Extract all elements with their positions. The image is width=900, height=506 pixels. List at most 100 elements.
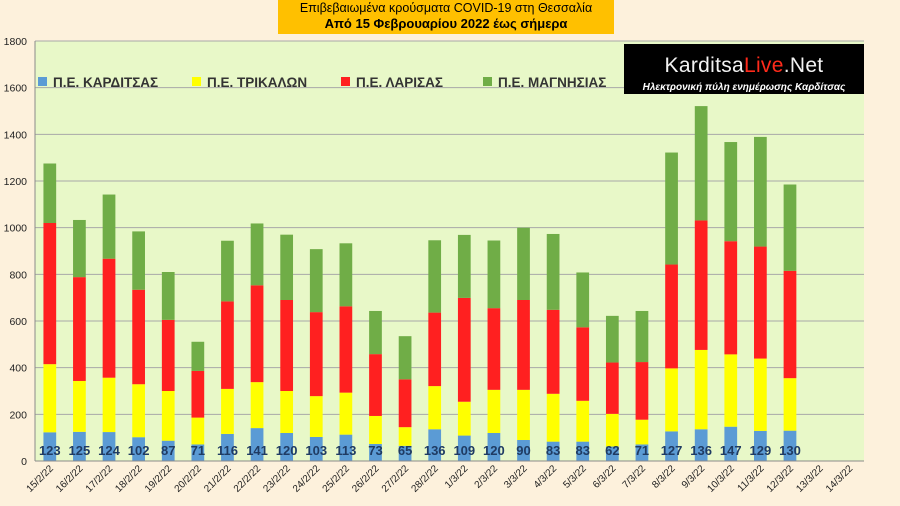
- y-tick-label: 1400: [4, 129, 28, 141]
- bar-segment: [635, 444, 649, 461]
- bar-segment: [428, 312, 442, 387]
- y-tick-label: 1800: [4, 36, 28, 48]
- data-label: 120: [483, 443, 505, 458]
- bar-segment: [546, 233, 560, 310]
- bar-segment: [73, 277, 86, 381]
- bar-segment: [576, 441, 590, 461]
- bar-segment: [665, 368, 678, 432]
- logo-brand: KarditsaLive.Net: [664, 54, 824, 77]
- x-tick-label: 3/3/22: [502, 463, 530, 491]
- bar-segment: [339, 434, 353, 461]
- data-label: 120: [276, 443, 298, 458]
- bar-segment: [309, 436, 323, 461]
- data-label: 83: [575, 443, 589, 458]
- bar-segment: [487, 389, 501, 433]
- x-tick-label: 5/3/22: [561, 463, 589, 491]
- legend-label: Π.Ε. ΤΡΙΚΑΛΩΝ: [207, 75, 307, 90]
- data-label: 83: [546, 443, 560, 458]
- x-tick-label: 20/2/22: [173, 463, 205, 495]
- bar-segment: [132, 231, 145, 290]
- karditsalive-logo: KarditsaLive.Net Ηλεκτρονική πύλη ενημέρ…: [624, 44, 864, 94]
- x-tick-label: 18/2/22: [113, 463, 145, 495]
- bar-segment: [605, 315, 619, 363]
- bar-segment: [161, 272, 175, 320]
- bar-segment: [487, 433, 501, 461]
- chart-title-box: Επιβεβαιωμένα κρούσματα COVID-19 στη Θεσ…: [278, 0, 614, 34]
- bar-segment: [724, 142, 738, 242]
- y-tick-label: 800: [9, 269, 27, 281]
- data-label: 71: [191, 443, 205, 458]
- x-tick-label: 15/2/22: [25, 463, 57, 495]
- bar-segment: [369, 415, 382, 444]
- x-tick-label: 7/3/22: [621, 463, 649, 491]
- bar-segment: [191, 444, 205, 461]
- bar-segment: [102, 432, 116, 461]
- x-tick-label: 19/2/22: [143, 463, 175, 495]
- x-tick-label: 24/2/22: [291, 463, 323, 495]
- bar-segment: [73, 380, 86, 432]
- y-tick-label: 200: [9, 409, 27, 421]
- data-label: 123: [39, 443, 61, 458]
- data-label: 147: [720, 443, 742, 458]
- bar-segment: [102, 194, 116, 259]
- y-tick-label: 400: [9, 363, 27, 375]
- y-tick-label: 1600: [4, 83, 28, 95]
- bar-segment: [546, 309, 560, 394]
- x-tick-label: 26/2/22: [350, 463, 382, 495]
- bar-segment: [221, 240, 234, 302]
- bar-segment: [43, 223, 57, 365]
- bar-segment: [635, 419, 649, 445]
- x-tick-label: 4/3/22: [532, 463, 560, 491]
- data-label: 65: [398, 443, 412, 458]
- x-tick-label: 21/2/22: [202, 463, 234, 495]
- bar-segment: [369, 310, 382, 355]
- bar-segment: [546, 441, 560, 461]
- bar-segment: [398, 336, 412, 380]
- bar-segment: [457, 401, 471, 436]
- bar-segment: [576, 272, 590, 328]
- bar-segment: [339, 392, 353, 435]
- data-label: 113: [335, 443, 356, 458]
- chart-title: Επιβεβαιωμένα κρούσματα COVID-19 στη Θεσ…: [299, 1, 593, 15]
- bar-segment: [517, 389, 530, 440]
- x-tick-label: 25/2/22: [321, 463, 353, 495]
- bar-segment: [250, 285, 264, 383]
- bar-segment: [280, 300, 294, 391]
- x-tick-label: 10/3/22: [706, 463, 738, 495]
- bar-segment: [398, 427, 412, 446]
- bar-segment: [754, 430, 767, 461]
- x-tick-label: 6/3/22: [591, 463, 619, 491]
- bar-segment: [517, 227, 530, 300]
- bar-segment: [191, 370, 205, 418]
- bar-segment: [369, 354, 382, 416]
- x-tick-label: 12/3/22: [765, 463, 797, 495]
- bar-segment: [576, 400, 590, 442]
- data-label: 71: [635, 443, 649, 458]
- bar-segment: [457, 435, 471, 461]
- bar-segment: [43, 163, 57, 223]
- bar-segment: [132, 384, 145, 438]
- bar-segment: [309, 312, 323, 397]
- legend-label: Π.Ε. ΜΑΓΝΗΣΙΑΣ: [498, 75, 606, 90]
- bar-segment: [635, 362, 649, 420]
- bar-segment: [280, 433, 294, 461]
- bar-segment: [221, 301, 234, 389]
- bar-segment: [605, 446, 619, 461]
- y-tick-label: 1200: [4, 176, 28, 188]
- data-label: 62: [605, 443, 619, 458]
- y-tick-label: 600: [9, 316, 27, 328]
- bar-segment: [250, 223, 264, 286]
- bar-segment: [783, 270, 797, 379]
- bar-segment: [132, 437, 145, 461]
- bar-segment: [280, 391, 294, 433]
- y-tick-label: 1000: [4, 223, 28, 235]
- bar-segment: [339, 243, 353, 307]
- bar-segment: [517, 300, 530, 390]
- x-tick-label: 13/3/22: [794, 463, 826, 495]
- bar-segment: [309, 396, 323, 437]
- bar-segment: [457, 297, 471, 402]
- bar-segment: [73, 431, 86, 461]
- data-label: 73: [368, 443, 382, 458]
- bar-segment: [665, 264, 678, 369]
- data-label: 130: [779, 443, 801, 458]
